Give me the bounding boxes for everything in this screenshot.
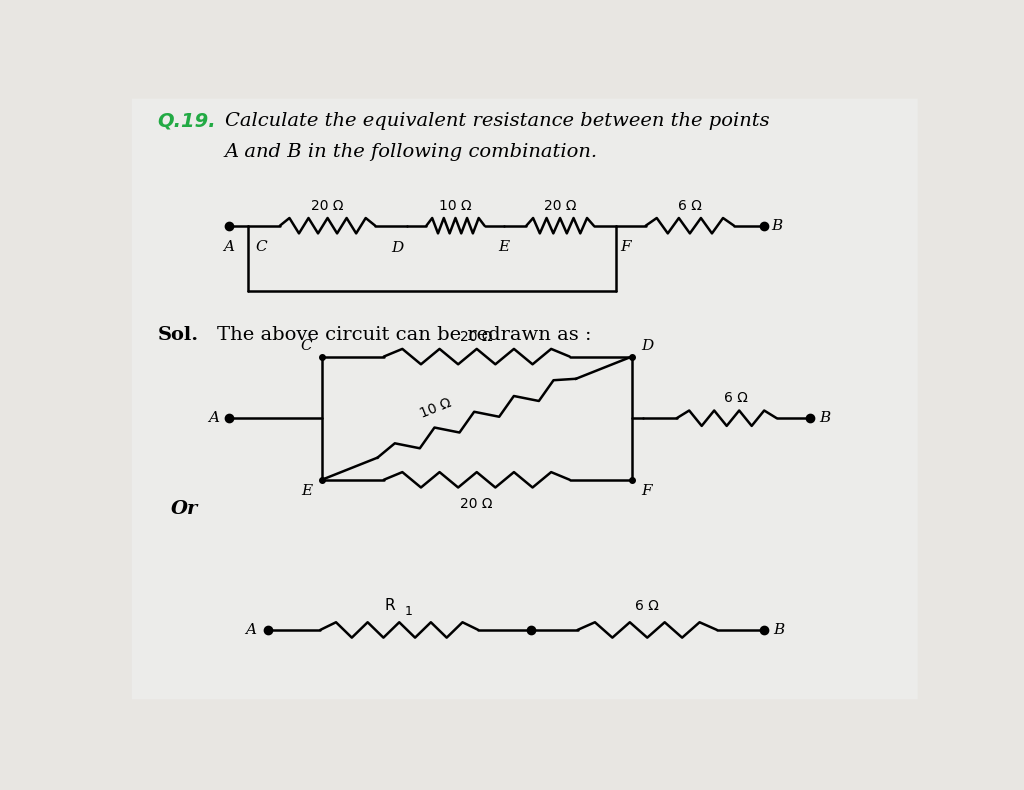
Text: D: D xyxy=(391,241,403,255)
Text: C: C xyxy=(301,339,312,353)
Text: A: A xyxy=(209,412,219,425)
Text: E: E xyxy=(499,239,509,254)
Text: 1: 1 xyxy=(404,604,413,618)
Text: 20 Ω: 20 Ω xyxy=(544,198,577,213)
Text: A: A xyxy=(223,239,234,254)
Text: F: F xyxy=(621,239,631,254)
Text: Calculate the equivalent resistance between the points: Calculate the equivalent resistance betw… xyxy=(225,111,769,130)
Text: A: A xyxy=(245,623,256,637)
Text: Or: Or xyxy=(171,500,198,518)
Text: 10 Ω: 10 Ω xyxy=(439,198,472,213)
Text: 6 Ω: 6 Ω xyxy=(678,198,701,213)
Text: E: E xyxy=(301,483,312,498)
Text: D: D xyxy=(641,339,653,353)
Text: 10 Ω: 10 Ω xyxy=(418,395,454,420)
Text: 20 Ω: 20 Ω xyxy=(461,497,493,511)
Text: F: F xyxy=(641,483,651,498)
Text: Q.19.: Q.19. xyxy=(158,111,216,130)
Text: B: B xyxy=(773,623,784,637)
Text: B: B xyxy=(771,219,782,233)
Text: R: R xyxy=(385,598,395,613)
Text: 20 Ω: 20 Ω xyxy=(461,329,493,344)
Text: 6 Ω: 6 Ω xyxy=(635,599,659,613)
Text: Sol.: Sol. xyxy=(158,325,199,344)
Text: C: C xyxy=(256,239,267,254)
Text: 20 Ω: 20 Ω xyxy=(311,198,344,213)
Text: A and B in the following combination.: A and B in the following combination. xyxy=(225,142,598,160)
Text: 6 Ω: 6 Ω xyxy=(724,391,749,405)
Text: B: B xyxy=(819,412,830,425)
Text: The above circuit can be redrawn as :: The above circuit can be redrawn as : xyxy=(217,325,592,344)
FancyBboxPatch shape xyxy=(132,99,918,699)
